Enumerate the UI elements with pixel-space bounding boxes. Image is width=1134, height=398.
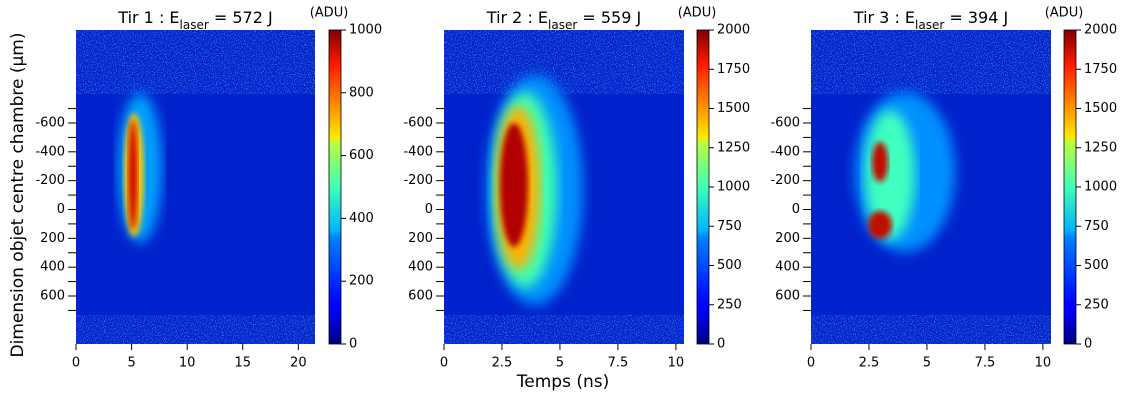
colorbar-tick-label: 600 [349,148,374,163]
colorbar-tick-label: 800 [349,85,374,100]
chart-title: Tir 3 : Elaser = 394 J [853,8,1008,32]
y-tick-label: 600 [40,288,65,303]
x-tick-label: 5 [556,356,564,371]
y-tick-label: 200 [408,231,433,246]
y-tick-label: -400 [770,144,800,159]
colorbar-tick-label: 0 [1084,337,1092,352]
colorbar [328,29,342,345]
colorbar-tick-label: 0 [717,337,725,352]
colorbar-tick-label: 1250 [717,140,750,155]
chart-title: Tir 2 : Elaser = 559 J [486,8,641,32]
colorbar-tick-label: 1500 [717,101,750,116]
x-tick-label: 0 [440,356,448,371]
title-part: = 394 J [944,8,1008,27]
x-tick-label: 10 [1035,356,1052,371]
x-tick-label: 20 [290,356,307,371]
y-tick-label: 0 [425,202,433,217]
colorbar-tick-label: 2000 [1084,23,1117,38]
y-tick-label: 600 [775,288,800,303]
panel: Tir 1 : Elaser = 572 J 0 5 10 15 20 -600 -400 -2… [35,6,382,371]
title-part: = 559 J [577,8,641,27]
y-tick-label: 0 [57,202,65,217]
x-axis-label: Temps (ns) [516,372,609,392]
colorbar-tick-label: 400 [349,211,374,226]
panel: Tir 2 : Elaser = 559 J 0 2.5 5 7.5 10 -600 -400… [403,6,750,371]
y-tick-label: 200 [40,231,65,246]
colorbar-tick-label: 0 [349,337,357,352]
chart-title: Tir 1 : Elaser = 572 J [117,8,272,32]
y-tick-label: 400 [40,260,65,275]
x-tick-label: 15 [234,356,251,371]
y-tick-label: 200 [775,231,800,246]
colorbar-label: (ADU) [678,6,717,21]
title-part: Tir 1 : E [117,8,179,27]
y-tick-label: -200 [770,173,800,188]
x-tick-label: 2.5 [859,356,880,371]
title-part: Tir 3 : E [853,8,915,27]
colorbar-tick-label: 1000 [349,23,382,38]
y-tick-label: 400 [775,260,800,275]
title-part: laser [548,18,577,32]
y-tick-label: -400 [35,144,65,159]
y-tick-label: -600 [35,115,65,130]
y-axis-label: Dimension objet centre chambre (µm) [8,33,28,358]
title-part: = 572 J [209,8,273,27]
colorbar-tick-label: 750 [1084,219,1109,234]
colorbar-tick-label: 200 [349,274,374,289]
x-tick-label: 10 [668,356,685,371]
colorbar-tick-label: 500 [1084,258,1109,273]
x-tick-label: 7.5 [608,356,629,371]
y-tick-label: 400 [408,260,433,275]
colorbar-tick-label: 1750 [1084,62,1117,77]
colorbar-tick-label: 1250 [1084,140,1117,155]
panel: Tir 3 : Elaser = 394 J 0 2.5 5 7.5 10 -600 -400… [770,6,1117,371]
x-tick-label: 10 [179,356,196,371]
colorbar-tick-label: 2000 [717,23,750,38]
heatmap-image [76,30,315,344]
x-tick-label: 5 [923,356,931,371]
y-tick-label: -600 [403,115,433,130]
colorbar-tick-label: 750 [717,219,742,234]
colorbar [1063,29,1077,345]
title-part: laser [915,18,944,32]
title-part: laser [180,18,209,32]
y-tick-label: -400 [403,144,433,159]
colorbar-tick-label: 250 [717,297,742,312]
x-tick-label: 0 [807,356,815,371]
colorbar-label: (ADU) [1045,6,1084,21]
y-tick-label: -200 [403,173,433,188]
title-part: Tir 2 : E [486,8,548,27]
colorbar-tick-label: 500 [717,258,742,273]
heatmap-image [444,30,684,344]
colorbar-tick-label: 1500 [1084,101,1117,116]
x-tick-label: 2.5 [492,356,513,371]
heatmap-image [811,30,1051,344]
colorbar [696,29,710,345]
colorbar-label: (ADU) [310,6,349,21]
colorbar-tick-label: 1750 [717,62,750,77]
x-tick-label: 7.5 [975,356,996,371]
colorbar-tick-label: 1000 [1084,180,1117,195]
y-tick-label: 0 [792,202,800,217]
x-tick-label: 0 [72,356,80,371]
x-tick-label: 5 [127,356,135,371]
y-tick-label: 600 [408,288,433,303]
colorbar-tick-label: 250 [1084,297,1109,312]
y-tick-label: -200 [35,173,65,188]
y-tick-label: -600 [770,115,800,130]
colorbar-tick-label: 1000 [717,180,750,195]
